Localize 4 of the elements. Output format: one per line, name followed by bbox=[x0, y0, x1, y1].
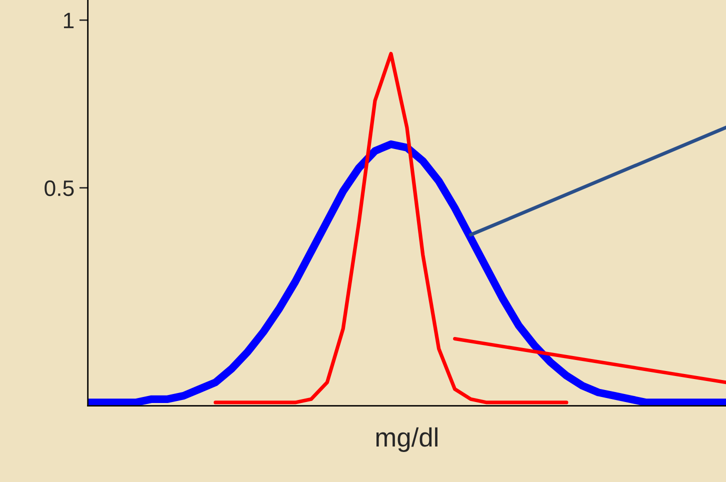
y-tick-label: 1 bbox=[64, 12, 74, 28]
x-axis-title: mg/dl bbox=[376, 427, 438, 452]
line-series bbox=[214, 52, 568, 404]
y-tick-label: 0.5 bbox=[44, 180, 74, 196]
